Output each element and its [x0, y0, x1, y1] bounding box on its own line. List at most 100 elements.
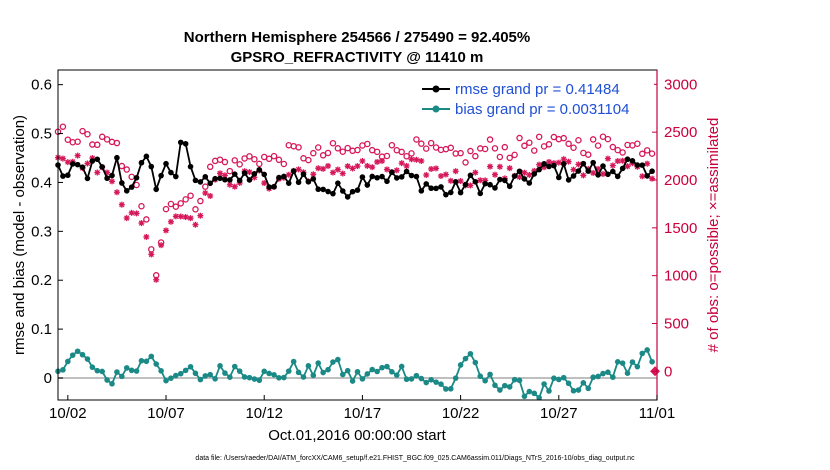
- bias-point: [344, 367, 351, 374]
- possible-obs-marker: [634, 140, 641, 148]
- rmse-point: [65, 172, 71, 179]
- rmse-point: [246, 177, 253, 183]
- bias-point: [276, 375, 282, 381]
- assimilated-obs-marker: [84, 160, 91, 167]
- possible-obs-marker: [648, 150, 656, 157]
- rmse-point: [487, 181, 493, 188]
- assimilated-obs-marker: [182, 214, 189, 221]
- assimilated-obs-marker: [109, 178, 116, 185]
- rmse-point: [84, 175, 91, 182]
- rmse-point: [526, 180, 533, 186]
- bias-point: [418, 375, 425, 382]
- bias-point: [114, 369, 120, 375]
- rmse-point: [428, 185, 434, 192]
- assimilated-obs-marker: [491, 171, 498, 178]
- possible-obs-marker: [575, 137, 582, 144]
- rmse-point: [202, 174, 209, 180]
- bias-point: [511, 376, 518, 383]
- bias-point: [138, 357, 145, 364]
- rmse-point: [128, 184, 135, 190]
- bias-point: [231, 363, 238, 370]
- possible-obs-marker: [265, 155, 273, 163]
- legend: rmse grand pr = 0.41484 bias grand pr = …: [418, 76, 654, 120]
- rmse-point: [335, 180, 341, 186]
- rmse-point: [212, 175, 218, 182]
- possible-obs-marker: [535, 133, 543, 141]
- rmse-point: [614, 173, 621, 180]
- bias-point: [256, 377, 263, 384]
- possible-obs-marker: [197, 197, 204, 205]
- assimilated-obs-marker: [143, 233, 150, 240]
- bias-point: [369, 366, 376, 373]
- assimilated-obs-marker: [197, 212, 204, 219]
- legend-marker-rmse: [432, 85, 440, 93]
- rmse-point: [570, 173, 577, 179]
- assimilated-obs-marker: [619, 157, 626, 164]
- bias-point: [560, 374, 567, 381]
- rmse-point: [173, 173, 179, 180]
- bias-point: [281, 374, 287, 381]
- bias-point: [536, 395, 542, 401]
- assimilated-obs-marker: [575, 161, 582, 168]
- possible-obs-marker: [94, 141, 101, 149]
- possible-obs-marker: [604, 135, 612, 143]
- assimilated-obs-marker: [123, 215, 130, 222]
- rmse-point: [256, 166, 263, 173]
- possible-obs-marker: [408, 150, 415, 157]
- possible-obs-marker: [256, 160, 263, 168]
- possible-obs-marker: [599, 133, 607, 140]
- assimilated-obs-marker: [359, 157, 366, 164]
- rmse-point: [521, 176, 528, 182]
- rmse-point: [423, 181, 430, 187]
- bias-point: [300, 374, 307, 380]
- assimilated-obs-marker: [148, 251, 155, 258]
- x-tick-label: 10/17: [344, 405, 382, 422]
- bias-point: [359, 376, 366, 382]
- rmse-point: [541, 161, 547, 167]
- bias-point: [266, 370, 272, 377]
- possible-obs-marker: [128, 173, 135, 181]
- bias-point: [173, 372, 179, 379]
- bias-point: [330, 359, 336, 365]
- assimilated-obs-marker: [118, 201, 125, 208]
- possible-obs-marker: [143, 216, 150, 223]
- possible-obs-marker: [329, 139, 337, 147]
- bias-point: [624, 370, 631, 377]
- assimilated-obs-marker: [423, 171, 430, 178]
- assimilated-obs-marker: [128, 209, 135, 216]
- rmse-point: [384, 178, 390, 185]
- possible-obs-marker: [162, 205, 170, 213]
- x-tick-label: 11/01: [639, 405, 675, 422]
- possible-obs-marker: [216, 156, 224, 163]
- possible-obs-marker: [491, 145, 499, 152]
- bias-point: [315, 360, 322, 366]
- assimilated-obs-marker: [231, 183, 238, 190]
- possible-obs-marker: [565, 140, 572, 148]
- rmse-point: [398, 174, 405, 180]
- assimilated-obs-marker: [295, 166, 302, 173]
- rmse-point: [447, 189, 454, 196]
- bias-point: [575, 387, 582, 393]
- assimilated-obs-marker: [428, 165, 435, 172]
- rmse-point: [207, 180, 214, 187]
- y-tick-label-right: 500: [664, 315, 689, 332]
- bias-point: [639, 350, 646, 357]
- possible-obs-marker: [481, 145, 489, 153]
- bias-point: [119, 373, 125, 380]
- possible-obs-marker: [545, 141, 553, 148]
- y-tick-label: 0.1: [31, 321, 52, 338]
- possible-obs-marker: [305, 156, 312, 164]
- assimilated-obs-marker: [487, 163, 494, 170]
- possible-obs-marker: [496, 153, 504, 161]
- assimilated-obs-marker: [393, 167, 400, 174]
- possible-obs-marker: [246, 153, 253, 160]
- assimilated-obs-marker: [113, 189, 120, 196]
- bias-point: [104, 377, 110, 383]
- bias-point: [506, 384, 513, 390]
- bias-point: [482, 377, 488, 384]
- rmse-point: [339, 188, 346, 194]
- assimilated-obs-marker: [167, 218, 174, 225]
- bias-point: [94, 367, 101, 374]
- assimilated-obs-marker: [433, 165, 440, 172]
